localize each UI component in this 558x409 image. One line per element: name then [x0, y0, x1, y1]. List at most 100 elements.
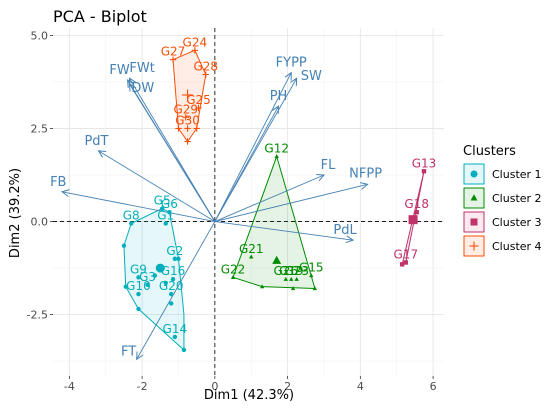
x-tick-label: 4: [357, 380, 364, 393]
point-label: G5: [154, 194, 171, 208]
variable-arrow: [129, 78, 216, 222]
variable-label: FB: [50, 175, 66, 190]
variable-label: FL: [321, 158, 336, 173]
point-label: G8: [123, 208, 140, 222]
data-point: [159, 206, 165, 211]
x-tick-label: 6: [430, 380, 437, 393]
data-point: [121, 243, 127, 248]
legend: Clusters Cluster 1 Cluster 2 Cluster 3 Clus…: [463, 144, 542, 257]
point-label: G28: [193, 60, 218, 74]
data-point: [170, 277, 176, 282]
variable-label: FW: [109, 63, 129, 78]
x-axis-title: Dim1 (42.3%): [204, 388, 294, 403]
point-label: G2: [166, 244, 183, 258]
point-label: G13: [412, 156, 437, 170]
cluster-centroid: [182, 89, 194, 101]
x-tick-label: -2: [137, 380, 148, 393]
cluster-centroid: [272, 255, 282, 264]
data-point: [129, 221, 134, 226]
data-point: [191, 47, 199, 54]
data-point: [184, 138, 191, 145]
x-tick-label: 0: [211, 380, 218, 393]
grid-lines: [53, 28, 444, 376]
data-point: [176, 256, 181, 261]
variable-arrow: [214, 106, 279, 222]
point-label: G24: [183, 35, 208, 49]
legend-label: Cluster 3: [492, 216, 542, 229]
cluster-centroid: [408, 215, 418, 225]
legend-marker: [469, 241, 479, 251]
variable-label: FYPP: [276, 56, 307, 71]
point-label: G23: [284, 264, 309, 278]
point-label: G29: [173, 102, 198, 116]
data-point: [193, 125, 200, 132]
point-label: G9: [130, 262, 147, 276]
data-point: [249, 254, 254, 259]
variable-arrow: [214, 175, 324, 222]
x-tick-label: -4: [64, 380, 75, 393]
variable-label: FWt: [129, 61, 154, 76]
variable-arrow: [214, 73, 291, 222]
y-tick-label: 0.0: [31, 216, 49, 229]
point-label: G3: [139, 270, 156, 284]
data-point: [414, 210, 419, 215]
data-point: [259, 284, 265, 289]
variable-label: PH: [270, 89, 288, 104]
data-point: [399, 262, 405, 267]
hull-cluster-1: [123, 207, 185, 352]
point-label: G25: [186, 93, 211, 107]
point-label: G6: [161, 197, 178, 211]
cluster-hulls: [123, 49, 425, 352]
data-point: [169, 291, 174, 297]
data-point: [145, 282, 150, 288]
data-point: [403, 260, 409, 265]
variable-arrow: [214, 184, 368, 222]
point-label: G15: [299, 261, 324, 275]
point-label: G12: [264, 141, 289, 155]
data-point: [163, 221, 168, 226]
point-label: G30: [175, 113, 200, 127]
data-point: [202, 71, 209, 78]
axes: -4 -2 0 2 4 6 -2.5 0.0 2.5 5.0: [27, 29, 437, 393]
data-point: [290, 286, 296, 291]
point-label: G27: [161, 45, 186, 59]
point-label: G14: [163, 322, 188, 336]
data-point: [123, 284, 128, 289]
point-label: G19: [279, 264, 304, 278]
point-label: G18: [404, 197, 429, 211]
data-point: [167, 210, 172, 215]
data-point: [294, 276, 299, 281]
point-label: G1: [157, 208, 174, 222]
x-tick-label: 2: [284, 380, 291, 393]
data-point: [181, 347, 187, 353]
legend-label: Cluster 2: [492, 192, 542, 205]
data-point: [184, 125, 191, 132]
variable-label: DW: [131, 81, 154, 96]
data-point: [195, 104, 202, 112]
legend-marker: [470, 170, 478, 178]
variable-arrow: [62, 192, 215, 222]
data-point: [152, 273, 158, 278]
y-axis-title: Dim2 (39.2%): [8, 168, 23, 258]
cluster-centroid: [155, 263, 165, 273]
data-point: [175, 125, 182, 132]
data-point: [289, 276, 294, 281]
point-label: G20: [159, 279, 184, 293]
point-label: G17: [394, 247, 419, 261]
y-tick-label: -2.5: [27, 309, 48, 322]
variable-arrow: [137, 221, 216, 360]
data-point: [169, 56, 177, 63]
point-label: G16: [161, 264, 186, 278]
data-point: [136, 291, 141, 297]
point-label: G10: [126, 279, 151, 293]
variable-label: SW: [301, 69, 322, 84]
variable-label: PdT: [84, 134, 108, 149]
chart-title: PCA - Biplot: [53, 7, 147, 26]
data-point: [163, 280, 168, 286]
y-tick-label: 2.5: [31, 122, 49, 135]
